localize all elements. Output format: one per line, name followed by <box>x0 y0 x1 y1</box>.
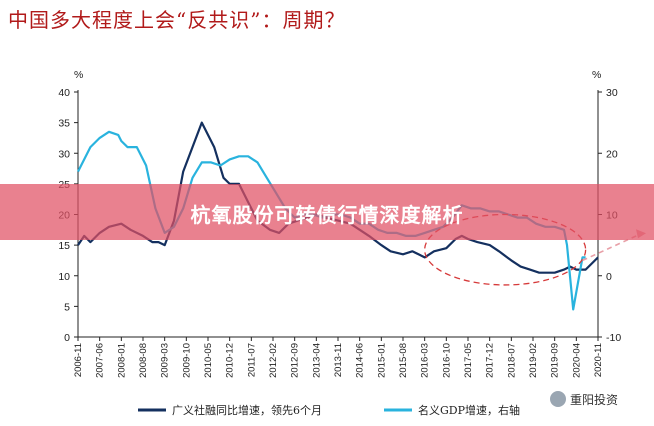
x-tick-label: 2016-03 <box>420 343 431 378</box>
x-tick-label: 2007-06 <box>95 343 106 378</box>
left-tick-label: 0 <box>64 332 70 344</box>
legend-label-dark: 广义社融同比增速，领先6个月 <box>172 403 322 417</box>
x-tick-label: 2010-05 <box>203 343 214 378</box>
x-tick-label: 2010-12 <box>225 343 236 378</box>
left-tick-label: 35 <box>58 118 70 130</box>
watermark-badge <box>548 388 648 410</box>
left-axis-unit: % <box>74 69 83 81</box>
left-tick-label: 30 <box>58 148 70 160</box>
x-tick-label: 2012-09 <box>290 343 301 378</box>
x-tick-label: 2006-11 <box>73 343 84 377</box>
x-tick-label: 2019-09 <box>550 343 561 378</box>
x-tick-label: 2013-11 <box>333 343 344 377</box>
x-tick-label: 2017-12 <box>485 343 496 378</box>
dashed-arrow-annotation <box>582 233 641 262</box>
x-tick-label: 2013-04 <box>311 343 322 378</box>
x-tick-label: 2014-06 <box>355 343 366 378</box>
left-tick-label: 40 <box>58 87 70 99</box>
x-tick-label: 2008-01 <box>116 343 127 378</box>
x-tick-label: 2020-04 <box>571 343 582 378</box>
left-tick-label: 5 <box>64 301 70 313</box>
right-tick-label: 20 <box>606 148 618 160</box>
right-tick-label: 0 <box>606 271 612 283</box>
x-tick-label: 2019-02 <box>528 343 539 378</box>
right-tick-label: -10 <box>606 332 621 344</box>
x-tick-label: 2017-05 <box>463 343 474 378</box>
right-axis-unit: % <box>592 69 601 81</box>
wechat-icon <box>550 391 566 407</box>
x-tick-label: 2009-10 <box>181 343 192 378</box>
x-tick-label: 2008-08 <box>138 343 149 378</box>
x-tick-label: 2015-08 <box>398 343 409 378</box>
x-ticks: 2006-11 2007-06 2008-01 2008-08 2009-03 2009-… <box>73 337 604 378</box>
right-tick-label: 30 <box>606 87 618 99</box>
legend: 广义社融同比增速，领先6个月 名义GDP增速，右轴 <box>138 403 520 417</box>
chart-title: 中国多大程度上会“反共识”：周期？ <box>8 8 346 32</box>
promo-banner-text: 杭氧股份可转债行情深度解析 <box>190 203 464 227</box>
x-tick-label: 2011-07 <box>246 343 257 377</box>
x-tick-label: 2016-10 <box>441 343 452 378</box>
left-tick-label: 10 <box>58 271 70 283</box>
x-tick-label: 2020-11 <box>593 343 604 377</box>
watermark-text: 重阳投资 <box>570 393 619 407</box>
promo-banner <box>0 184 654 240</box>
x-tick-label: 2009-03 <box>160 343 171 378</box>
x-tick-label: 2015-01 <box>376 343 387 378</box>
legend-label-light: 名义GDP增速，右轴 <box>418 403 520 417</box>
x-tick-label: 2012-02 <box>268 343 279 378</box>
x-tick-label: 2018-07 <box>506 343 517 378</box>
left-tick-label: 15 <box>58 240 70 252</box>
